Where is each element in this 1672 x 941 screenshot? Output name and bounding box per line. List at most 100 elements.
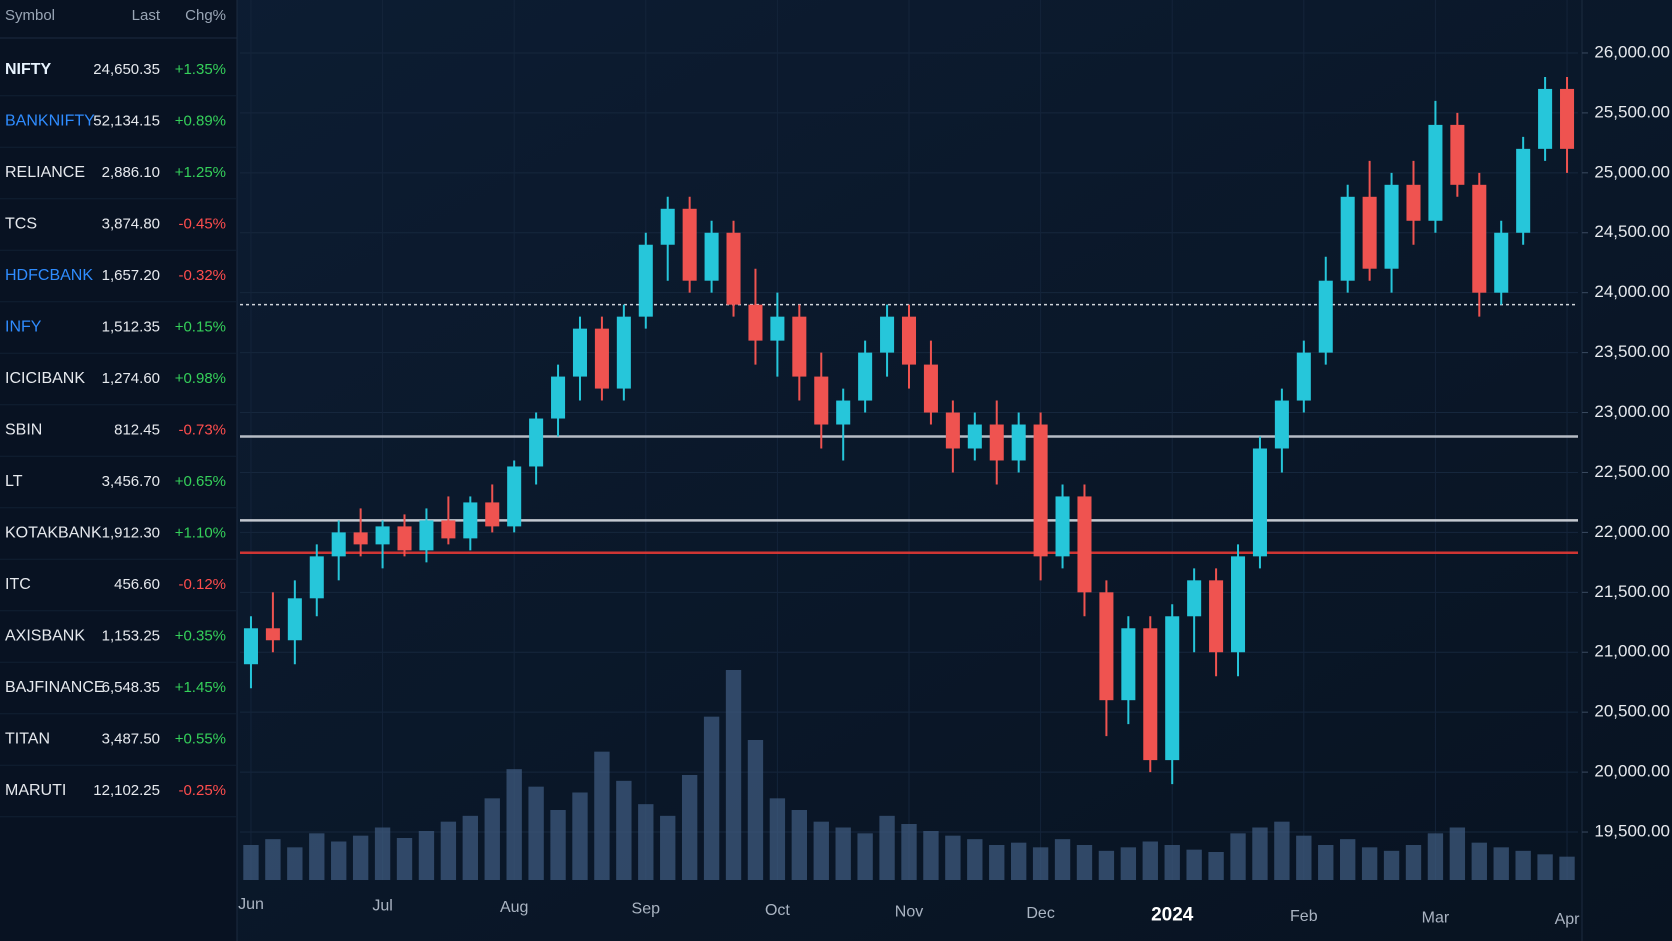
candle-body	[704, 232, 719, 281]
candle-body	[1252, 448, 1267, 557]
volume-bar	[418, 831, 435, 880]
symbol: RELIANCE	[5, 164, 85, 181]
volume-bar	[1142, 841, 1158, 880]
volume-bar	[506, 769, 522, 880]
volume-bar	[396, 838, 413, 880]
volume-bar	[1471, 842, 1487, 880]
symbol: ITC	[5, 576, 31, 593]
volume-bar	[1361, 847, 1378, 880]
volume-bar	[243, 845, 259, 880]
candle-body	[1406, 184, 1421, 221]
symbol: AXISBANK	[5, 628, 85, 645]
y-tick-label: 25,500.00	[1594, 102, 1670, 121]
volume-bar	[769, 798, 786, 880]
x-tick-label: Feb	[1290, 908, 1318, 925]
volume-bar	[1559, 856, 1575, 880]
last-price: 812.45	[114, 421, 160, 438]
volume-bar	[1493, 847, 1509, 880]
change-percent: +0.89%	[175, 112, 226, 129]
y-tick-label: 22,000.00	[1594, 522, 1670, 541]
volume-bar	[1427, 833, 1444, 880]
candle-body	[529, 418, 544, 467]
last-price: 1,153.25	[102, 627, 160, 644]
candle-body	[265, 628, 280, 641]
candle-body	[1143, 628, 1158, 761]
candle-body	[682, 208, 697, 281]
volume-bar	[1537, 854, 1553, 880]
volume-bar	[1515, 850, 1531, 880]
volume-bar	[660, 815, 676, 880]
candle-body	[1187, 580, 1202, 617]
symbol: ICICIBANK	[5, 370, 85, 387]
last-price: 52,134.15	[93, 112, 160, 129]
volume-bar	[989, 845, 1005, 880]
volume-bar	[287, 847, 303, 880]
last-price: 12,102.25	[93, 782, 160, 799]
x-tick-label: Aug	[500, 899, 528, 916]
candle-body	[660, 208, 675, 245]
candle-body	[353, 532, 368, 545]
change-percent: +1.10%	[175, 524, 226, 541]
candle-body	[1033, 424, 1048, 557]
symbol: KOTAKBANK	[5, 525, 102, 542]
volume-bar	[1010, 842, 1027, 880]
candle-body	[1450, 124, 1465, 185]
volume-bar	[1252, 827, 1268, 880]
candle-body	[989, 424, 1004, 461]
volume-bar	[1449, 827, 1466, 880]
last-price: 1,657.20	[102, 267, 160, 284]
candle-body	[1011, 424, 1026, 461]
volume-bar	[879, 815, 895, 880]
candle-body	[638, 244, 653, 317]
candle-body	[1077, 496, 1092, 593]
volume-bar	[1318, 845, 1334, 880]
volume-bar	[1405, 845, 1422, 880]
volume-bar	[1054, 839, 1071, 880]
volume-bar	[331, 841, 347, 880]
candle-body	[1055, 496, 1070, 557]
volume-bar	[374, 827, 391, 880]
volume-bar	[1032, 847, 1049, 880]
volume-bar	[945, 835, 961, 880]
symbol: TCS	[5, 216, 37, 233]
column-header: Last	[132, 7, 161, 24]
last-price: 6,548.35	[102, 679, 160, 696]
volume-bar	[484, 798, 500, 880]
candle-body	[1560, 88, 1575, 149]
x-tick-label: Nov	[895, 904, 923, 921]
volume-bar	[967, 839, 983, 880]
candle-body	[1230, 556, 1246, 653]
candle-body	[1538, 88, 1553, 149]
volume-bar	[550, 810, 566, 880]
symbol: TITAN	[5, 731, 50, 748]
change-percent: +1.35%	[175, 61, 226, 78]
candle-body	[287, 598, 302, 641]
symbol: MARUTI	[5, 782, 66, 799]
volume-bar	[1164, 845, 1180, 880]
candle-body	[594, 328, 609, 389]
candle-body	[243, 628, 258, 665]
change-percent: +0.65%	[175, 473, 226, 490]
last-price: 3,487.50	[102, 730, 160, 747]
symbol: SBIN	[5, 422, 42, 439]
candle-body	[770, 316, 785, 341]
candle-body	[419, 520, 434, 551]
volume-bar	[309, 833, 325, 880]
candle-body	[1516, 148, 1531, 233]
y-tick-label: 23,500.00	[1594, 342, 1670, 361]
candle-body	[1340, 196, 1355, 281]
volume-bar	[616, 780, 632, 880]
last-price: 1,512.35	[102, 318, 160, 335]
volume-bar	[440, 821, 457, 880]
candle-body	[814, 376, 829, 425]
candle-body	[792, 316, 807, 377]
candle-body	[441, 520, 456, 539]
candle-body	[397, 526, 412, 551]
volume-bar	[1208, 852, 1224, 880]
last-price: 1,912.30	[102, 524, 160, 541]
candle-body	[858, 352, 873, 401]
y-tick-label: 26,000.00	[1594, 42, 1670, 61]
column-header: Symbol	[5, 7, 55, 24]
